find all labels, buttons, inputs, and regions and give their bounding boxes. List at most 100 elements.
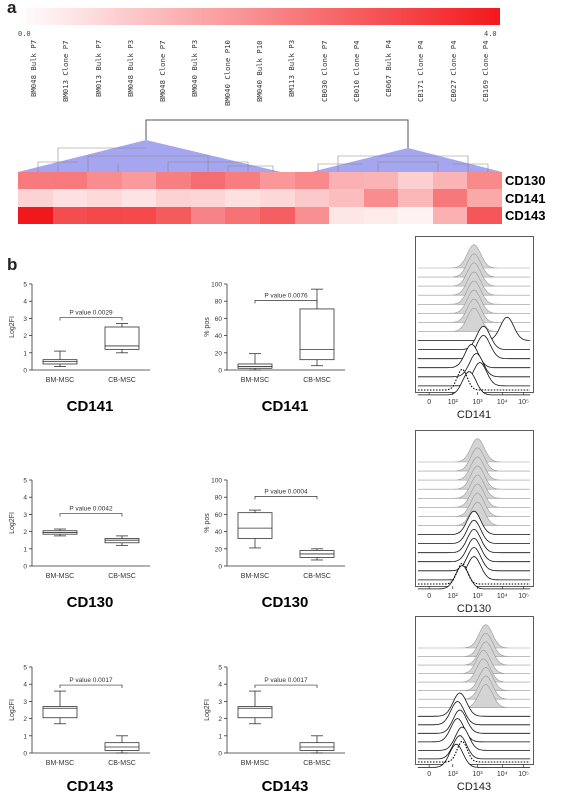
y-tick-label: 1 [218, 733, 222, 740]
heatmap-cell [52, 172, 88, 190]
column-label: CB027 Clone P4 [449, 40, 459, 122]
heatmap-cell [329, 189, 364, 207]
y-tick-label: 4 [23, 682, 27, 689]
x-axis-label: CD143 [457, 781, 491, 793]
x-tick-label: 10⁵ [518, 771, 529, 778]
y-axis-label: % pos [204, 317, 211, 337]
histogram-cd143: 0 10² 10³ 10⁴ 10⁵ CD143 [415, 616, 534, 807]
column-label-text: CB067 Bulk P4 [384, 39, 394, 97]
y-tick-label: 40 [215, 529, 223, 536]
category-label: CB-MSC [303, 760, 331, 767]
column-label-text: CB030 Clone P7 [319, 40, 329, 102]
heatmap-cell [121, 206, 157, 224]
column-label-text: CB169 Clone P4 [480, 40, 490, 102]
heatmap-cell [432, 206, 468, 224]
column-label: BM013 Clone P7 [61, 40, 71, 122]
y-tick-label: 5 [23, 665, 27, 672]
x-tick-label: 10⁴ [497, 593, 508, 600]
column-label: CB171 Clone P4 [416, 40, 426, 122]
y-tick-label: 0 [23, 564, 27, 571]
histogram-trace-gray [418, 624, 530, 649]
histogram-trace-black [417, 362, 531, 387]
histogram-trace-gray [418, 649, 530, 674]
heatmap-cell [156, 189, 191, 207]
heatmap-cell [294, 206, 330, 224]
column-label: CB030 Clone P7 [320, 40, 330, 122]
box [104, 538, 140, 544]
p-value-annotation: P value 0.0042 [69, 506, 113, 513]
histogram-cd141: 0 10² 10³ 10⁴ 10⁵ CD141 [415, 236, 534, 435]
p-value-annotation: P value 0.0076 [264, 292, 308, 299]
column-label-text: BM113 Bulk P3 [287, 39, 297, 97]
heatmap-cell [467, 206, 502, 224]
boxplot-svg: 0 1 2 3 4 5 Log2FI BM-MSC CB-MSC P value 0.0017 [204, 665, 345, 767]
column-label-text: CB010 Clone P4 [351, 40, 361, 102]
heatmap-cell [121, 189, 157, 207]
column-label: BM040 Bulk P3 [190, 40, 200, 122]
y-tick-label: 0 [23, 368, 27, 375]
boxplot-cd143-log2fi-b: 0 1 2 3 4 5 Log2FI BM-MSC CB-MSC P value 0.0017 [195, 661, 375, 781]
box [237, 706, 273, 719]
histogram-trace-gray [417, 483, 531, 508]
column-label: CB067 Bulk P4 [384, 40, 394, 122]
x-tick-label: 0 [427, 771, 431, 778]
column-label-text: BM048 Bulk P7 [29, 39, 39, 97]
column-label: BM040 Clone P10 [223, 40, 233, 122]
histogram-trace-black [417, 371, 531, 396]
y-tick-label: 2 [23, 716, 27, 723]
category-label: BM-MSC [46, 573, 74, 580]
y-tick-label: 0 [218, 368, 222, 375]
category-label: BM-MSC [241, 760, 269, 767]
y-tick-label: 80 [215, 495, 223, 502]
category-label: BM-MSC [241, 573, 269, 580]
heatmap-cell [398, 172, 433, 190]
boxplot-svg: 0 20 40 60 80 100 % pos BM-MSC CB-MSC P value 0.0… [204, 478, 345, 580]
category-label: BM-MSC [46, 377, 74, 384]
heatmap-cell [363, 172, 399, 190]
histogram-control-trace [418, 562, 530, 585]
column-label-text: BM013 Clone P7 [61, 40, 71, 102]
histogram-trace-gray [417, 641, 531, 666]
p-value-annotation: P value 0.0004 [264, 488, 308, 495]
significance-bracket [59, 684, 123, 689]
column-label-text: BM048 Clone P7 [158, 40, 168, 102]
dendrogram [18, 119, 502, 172]
column-label-text: BM013 Bulk P7 [93, 39, 103, 97]
y-tick-label: 1 [23, 350, 27, 357]
boxplot-cd143-log2fi-a: 0 1 2 3 4 5 Log2FI BM-MSC CB-MSC P value 0.0017 [0, 661, 180, 781]
heatmap-cell [87, 189, 122, 207]
histogram-trace-black [417, 735, 531, 760]
y-tick-label: 4 [218, 682, 222, 689]
column-label: BM048 Bulk P3 [126, 40, 136, 122]
heatmap-cell [87, 206, 122, 224]
scale-max-label: 4.0 [484, 30, 497, 38]
panel-a-label: a [7, 0, 17, 17]
histogram-control-trace [418, 740, 530, 763]
y-tick-label: 20 [215, 350, 223, 357]
category-label: BM-MSC [46, 760, 74, 767]
p-value-annotation: P value 0.0029 [69, 310, 113, 317]
category-label: BM-MSC [241, 377, 269, 384]
x-tick-label: 10³ [472, 399, 483, 406]
y-axis-label: Log2FI [9, 512, 16, 534]
heatmap-cell [18, 189, 53, 207]
y-axis-label: Log2FI [9, 316, 16, 338]
column-label-text: BM048 Bulk P3 [125, 39, 135, 97]
boxplot-svg: 0 20 40 60 80 100 % pos BM-MSC CB-MSC P value 0.0… [204, 282, 345, 384]
x-tick-label: 10² [448, 771, 459, 778]
histogram-trace-gray [417, 632, 531, 657]
p-value-annotation: P value 0.0017 [69, 677, 113, 684]
y-tick-label: 3 [23, 512, 27, 519]
heatmap-cell [294, 189, 330, 207]
heatmap-row-label-cd143: CD143 [505, 208, 546, 223]
boxplot-svg: 0 1 2 3 4 5 Log2FI BM-MSC CB-MSC P value 0.0017 [9, 665, 150, 767]
y-tick-label: 3 [23, 316, 27, 323]
histogram-svg: 0 10² 10³ 10⁴ 10⁵ CD141 [415, 236, 534, 421]
heatmap-cell [329, 206, 364, 224]
y-tick-label: 2 [218, 716, 222, 723]
y-tick-label: 80 [215, 299, 223, 306]
y-tick-label: 60 [215, 316, 223, 323]
boxplot-svg: 0 1 2 3 4 5 Log2FI BM-MSC CB-MSC P value 0.0029 [9, 282, 150, 384]
column-label-text: BM040 Bulk P3 [190, 39, 200, 97]
y-tick-label: 3 [23, 699, 27, 706]
